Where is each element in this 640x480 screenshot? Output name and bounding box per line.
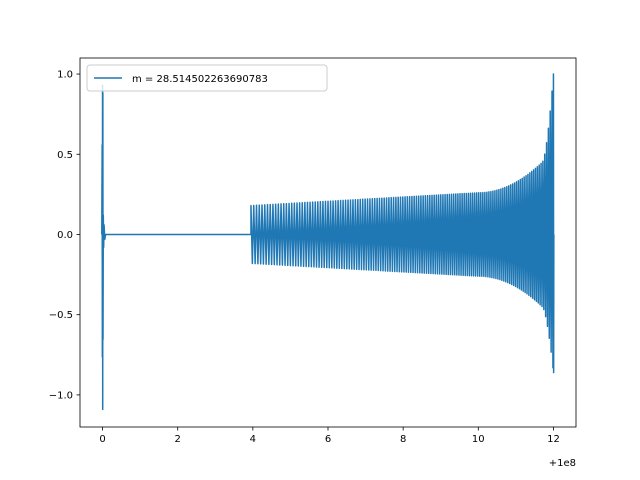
legend-box [86,64,328,92]
y-tick-label: 0.0 [57,230,73,241]
x-tick-label: 6 [325,434,331,445]
x-tick-label: 12 [547,434,560,445]
x-tick-label: 4 [250,434,256,445]
legend-entry: m = 28.514502263690783 [132,74,268,85]
series-line [101,73,555,411]
x-tick-label: 2 [175,434,181,445]
x-axis-offset-label: +1e8 [549,458,576,469]
y-tick-label: 1.0 [57,70,73,81]
y-tick-label: 0.5 [57,150,73,161]
series-layer [101,73,555,411]
legend: m = 28.514502263690783 [86,64,328,92]
y-axis: −1.0 −0.5 0.0 0.5 1.0 [49,70,80,401]
x-tick-label: 8 [400,434,406,445]
y-tick-label: −0.5 [49,310,73,321]
y-tick-label: −1.0 [49,390,73,401]
x-tick-label: 10 [472,434,485,445]
x-axis: 0 2 4 6 8 10 12 [99,427,560,445]
x-tick-label: 0 [99,434,105,445]
